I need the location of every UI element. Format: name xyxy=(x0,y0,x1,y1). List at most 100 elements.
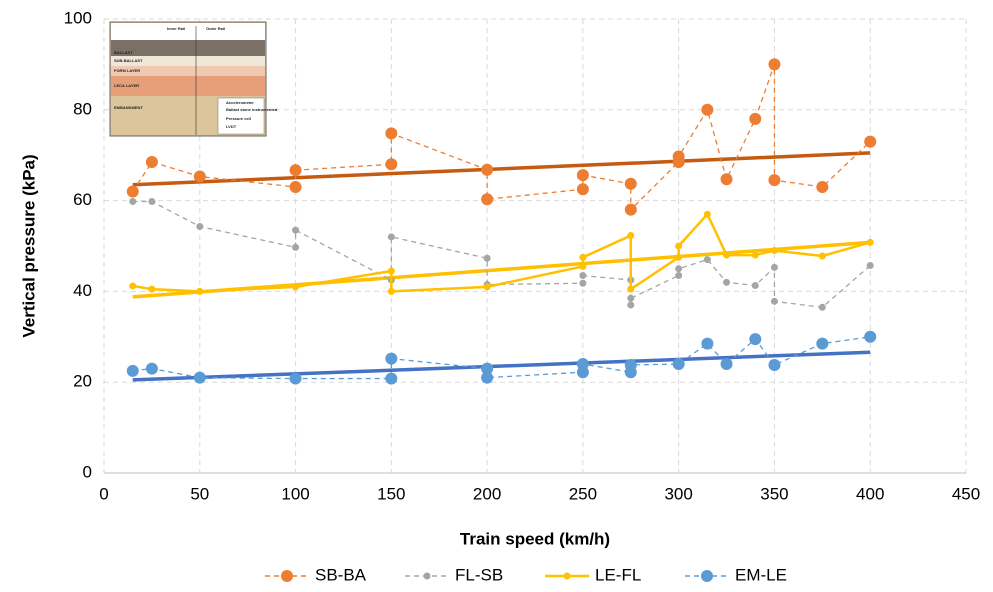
x-tick-label: 150 xyxy=(377,484,405,503)
x-tick-label: 300 xyxy=(664,484,692,503)
point xyxy=(703,210,711,218)
point xyxy=(816,337,829,350)
point xyxy=(385,127,398,140)
point xyxy=(387,267,395,275)
point xyxy=(481,371,494,384)
inset-label: Ballast stone instrumented xyxy=(226,107,278,112)
point xyxy=(579,253,587,261)
inset-label: BALLAST xyxy=(114,50,133,55)
point xyxy=(675,272,683,280)
legend-marker xyxy=(423,572,431,580)
point xyxy=(751,251,759,259)
point xyxy=(292,243,300,251)
point xyxy=(196,222,204,230)
point xyxy=(627,301,635,309)
legend-label: LE-FL xyxy=(595,565,641,584)
x-tick-label: 400 xyxy=(856,484,884,503)
point xyxy=(768,358,781,371)
inset-legend xyxy=(217,97,265,135)
x-tick-label: 200 xyxy=(473,484,501,503)
point xyxy=(579,279,587,287)
point xyxy=(770,247,778,255)
point xyxy=(720,173,733,186)
point xyxy=(627,294,635,302)
point xyxy=(129,198,137,206)
point xyxy=(770,263,778,271)
point xyxy=(145,362,158,375)
x-tick-label: 250 xyxy=(569,484,597,503)
inset-label: Accelerometer xyxy=(226,100,254,105)
point xyxy=(483,283,491,291)
point xyxy=(768,58,781,71)
point xyxy=(193,170,206,183)
y-tick-label: 100 xyxy=(64,8,92,27)
point xyxy=(289,180,302,193)
point xyxy=(672,358,685,371)
point xyxy=(148,285,156,293)
series-line xyxy=(132,63,871,211)
point xyxy=(749,333,762,346)
point xyxy=(576,358,589,371)
point xyxy=(481,362,494,375)
point xyxy=(864,330,877,343)
point xyxy=(816,180,829,193)
inset-label: SUB-BALLAST xyxy=(114,58,143,63)
point xyxy=(576,183,589,196)
point xyxy=(720,358,733,371)
inset-label: Outer Rail xyxy=(206,26,225,31)
point xyxy=(723,251,731,259)
inset-leca xyxy=(111,76,265,96)
point xyxy=(579,272,587,280)
trendline xyxy=(132,350,871,382)
y-tick-label: 0 xyxy=(83,462,92,481)
legend-marker xyxy=(563,572,571,580)
legend-label: SB-BA xyxy=(315,565,367,584)
point xyxy=(387,287,395,295)
inset: Inner Rail Outer Rail BALLAST SUB-BALLAS… xyxy=(109,21,278,137)
point xyxy=(385,372,398,385)
inset-label: LECA LAYER xyxy=(114,83,139,88)
point xyxy=(129,282,137,290)
inset-label: EMBANKMENT xyxy=(114,105,143,110)
point xyxy=(196,287,204,295)
point xyxy=(866,262,874,270)
trendline xyxy=(132,151,871,187)
point xyxy=(193,371,206,384)
y-tick-label: 80 xyxy=(73,99,92,118)
point xyxy=(385,158,398,171)
point xyxy=(751,281,759,289)
point xyxy=(148,198,156,206)
point xyxy=(672,150,685,163)
y-axis-title: Vertical pressure (kPa) xyxy=(19,154,38,337)
legend-label: EM-LE xyxy=(735,565,787,584)
point xyxy=(703,256,711,264)
y-tick-label: 40 xyxy=(73,281,92,300)
point xyxy=(864,135,877,148)
legend-marker xyxy=(281,570,293,582)
series-line xyxy=(132,212,871,293)
point xyxy=(624,177,637,190)
point xyxy=(481,163,494,176)
point xyxy=(675,242,683,250)
point xyxy=(866,238,874,246)
point xyxy=(483,254,491,262)
inset-label: LVDT xyxy=(226,124,237,129)
inset-label: FORM LAYER xyxy=(114,68,140,73)
x-tick-label: 100 xyxy=(281,484,309,503)
inset-label: Pressure cell xyxy=(226,116,251,121)
inset-label: Inner Rail xyxy=(167,26,185,31)
legend-marker xyxy=(701,570,713,582)
point xyxy=(701,103,714,116)
point xyxy=(768,174,781,187)
point xyxy=(624,358,637,371)
point xyxy=(723,278,731,286)
point xyxy=(126,364,139,377)
point xyxy=(289,164,302,177)
point xyxy=(289,372,302,385)
point xyxy=(627,285,635,293)
legend-label: FL-SB xyxy=(455,565,503,584)
point xyxy=(576,169,589,182)
point xyxy=(126,185,139,198)
point xyxy=(624,203,637,216)
